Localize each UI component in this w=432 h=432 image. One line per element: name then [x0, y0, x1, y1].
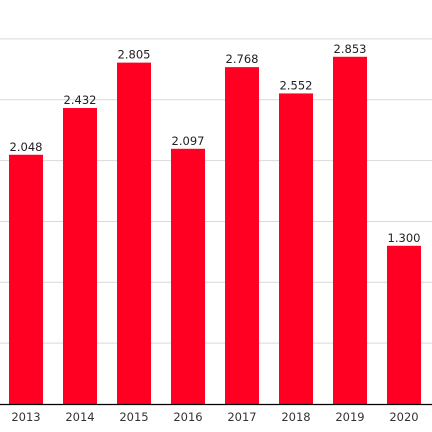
bar-2015 [117, 62, 151, 404]
data-label-2015: 2.805 [118, 48, 151, 62]
data-label-2017: 2.768 [226, 52, 259, 66]
data-labels: 2.048 2.432 2.805 2.097 2.768 2.552 2.853 1.300 [10, 42, 421, 245]
bar-2018 [279, 93, 313, 404]
bar-2020 [387, 245, 421, 404]
data-label-2018: 2.552 [280, 78, 313, 92]
x-tick-label-2013: 2013 [11, 410, 40, 424]
bar-2014 [63, 108, 97, 404]
bars [9, 56, 421, 404]
data-label-2013: 2.048 [10, 140, 43, 154]
x-tick-label-2015: 2015 [119, 410, 148, 424]
data-label-2019: 2.853 [334, 42, 367, 56]
x-tick-label-2019: 2019 [335, 410, 364, 424]
x-tick-label-2018: 2018 [281, 410, 310, 424]
data-label-2020: 1.300 [388, 231, 421, 245]
x-tick-label-2016: 2016 [173, 410, 202, 424]
data-label-2016: 2.097 [172, 134, 205, 148]
bar-2017 [225, 67, 259, 404]
x-axis-tick-labels: 2013 2014 2015 2016 2017 2018 2019 2020 [11, 410, 418, 424]
x-tick-label-2020: 2020 [389, 410, 418, 424]
bar-2016 [171, 148, 205, 404]
x-tick-label-2014: 2014 [65, 410, 94, 424]
bar-2013 [9, 154, 43, 404]
bar-2019 [333, 56, 367, 404]
x-tick-label-2017: 2017 [227, 410, 256, 424]
data-label-2014: 2.432 [64, 93, 97, 107]
